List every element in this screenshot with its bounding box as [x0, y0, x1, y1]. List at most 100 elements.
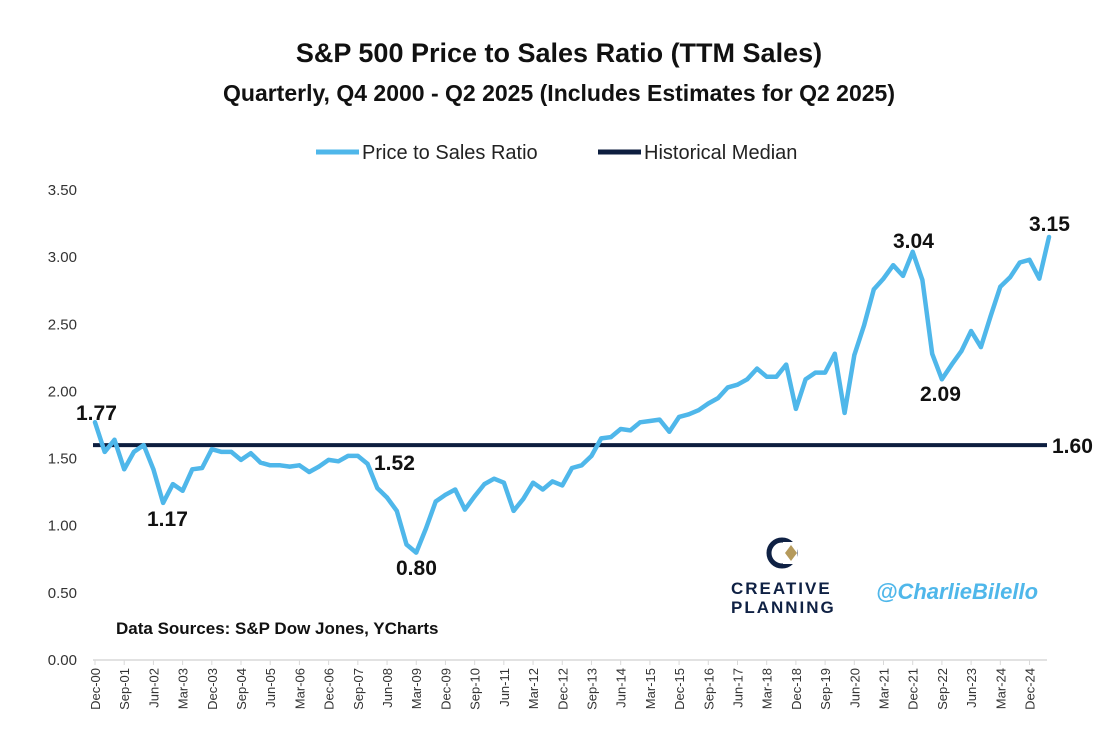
data-point [258, 460, 263, 465]
data-point [706, 401, 711, 406]
data-sources: Data Sources: S&P Dow Jones, YCharts [116, 619, 438, 638]
data-point [803, 377, 808, 382]
data-point [521, 496, 526, 501]
annotation-2009-low: 0.80 [396, 557, 437, 580]
x-tick-label: Jun-14 [614, 668, 629, 708]
data-point [608, 435, 613, 440]
data-point [297, 463, 302, 468]
data-point [141, 443, 146, 448]
data-point [793, 406, 798, 411]
data-point [764, 374, 769, 379]
price-to-sales-line [92, 234, 1052, 555]
creative-planning-logo: CREATIVE PLANNING [731, 537, 834, 617]
data-point [501, 480, 506, 485]
x-tick-label: Sep-13 [584, 668, 599, 710]
y-tick-label: 2.50 [48, 316, 77, 333]
data-point [209, 447, 214, 452]
annotation-latest-value: 3.15 [1029, 213, 1070, 236]
data-point [628, 428, 633, 433]
data-point [696, 408, 701, 413]
data-point [472, 494, 477, 499]
data-point [414, 550, 419, 555]
data-point [1037, 276, 1042, 281]
x-tick-label: Sep-07 [351, 668, 366, 710]
annotation-2002-low: 1.17 [147, 508, 188, 531]
annotation-median-value: 1.60 [1052, 435, 1093, 458]
x-tick-label: Dec-06 [322, 668, 337, 710]
data-point [686, 412, 691, 417]
data-point [901, 273, 905, 278]
x-tick-label: Mar-12 [526, 668, 541, 709]
x-tick-label: Dec-00 [88, 668, 103, 710]
annotation-2022-low: 2.09 [920, 383, 961, 406]
x-tick-label: Mar-24 [993, 668, 1008, 709]
y-tick-label: 2.00 [48, 383, 77, 400]
data-point [462, 507, 467, 512]
x-tick-label: Mar-15 [643, 668, 658, 709]
data-point [930, 351, 935, 356]
x-tick-label: Dec-03 [205, 668, 220, 710]
data-point [667, 429, 672, 434]
data-point [599, 436, 604, 441]
data-point [871, 287, 876, 292]
data-point [229, 449, 234, 454]
data-point [219, 449, 224, 454]
data-point [365, 461, 370, 466]
data-point [287, 464, 292, 469]
data-point [579, 463, 584, 468]
data-point [151, 467, 156, 472]
price-to-sales-points [93, 235, 1051, 555]
data-point [842, 410, 847, 415]
data-point [385, 495, 389, 500]
data-point [1008, 275, 1013, 280]
author-handle: @CharlieBilello [876, 579, 1038, 604]
data-point [453, 487, 458, 492]
data-point [560, 483, 565, 488]
x-tick-label: Jun-02 [146, 668, 161, 708]
data-point [326, 457, 331, 462]
data-point [862, 323, 866, 328]
data-point [959, 349, 964, 354]
data-point [988, 314, 993, 319]
data-point [881, 276, 886, 281]
data-point [755, 366, 759, 371]
data-point [920, 278, 925, 282]
data-point [112, 437, 117, 442]
x-tick-label: Sep-16 [701, 668, 716, 710]
data-point [657, 417, 662, 422]
data-point [131, 449, 136, 454]
data-point [852, 353, 857, 358]
data-point [122, 467, 127, 472]
x-tick-label: Sep-22 [935, 668, 950, 710]
data-point [1027, 257, 1032, 262]
data-point [375, 486, 380, 491]
x-tick-label: Jun-08 [380, 668, 395, 708]
chart-title: S&P 500 Price to Sales Ratio (TTM Sales) [295, 38, 823, 68]
data-point [774, 374, 779, 379]
annotation-2021-high: 3.04 [893, 230, 934, 253]
data-point [336, 459, 341, 464]
data-point [745, 377, 750, 382]
data-point [200, 466, 205, 470]
x-tick-label: Sep-19 [818, 668, 833, 710]
legend-label-historical-median: Historical Median [644, 142, 797, 164]
x-tick-label: Dec-21 [906, 668, 921, 710]
data-point [1017, 260, 1022, 265]
x-tick-label: Mar-18 [760, 668, 775, 709]
x-tick-label: Sep-10 [468, 668, 483, 710]
x-tick-label: Dec-24 [1023, 668, 1038, 710]
data-point [589, 453, 594, 458]
data-point [978, 345, 983, 350]
data-point [647, 419, 652, 423]
y-tick-label: 1.00 [48, 518, 77, 535]
data-point [511, 508, 516, 513]
x-tick-label: Jun-20 [847, 668, 862, 708]
data-point [394, 508, 399, 513]
data-point [784, 362, 789, 367]
data-point [239, 457, 243, 462]
x-tick-label: Jun-11 [497, 668, 512, 707]
data-point [725, 385, 730, 390]
data-point [248, 451, 253, 456]
x-tick-label: Mar-06 [292, 668, 307, 709]
x-tick-label: Dec-15 [672, 668, 687, 710]
